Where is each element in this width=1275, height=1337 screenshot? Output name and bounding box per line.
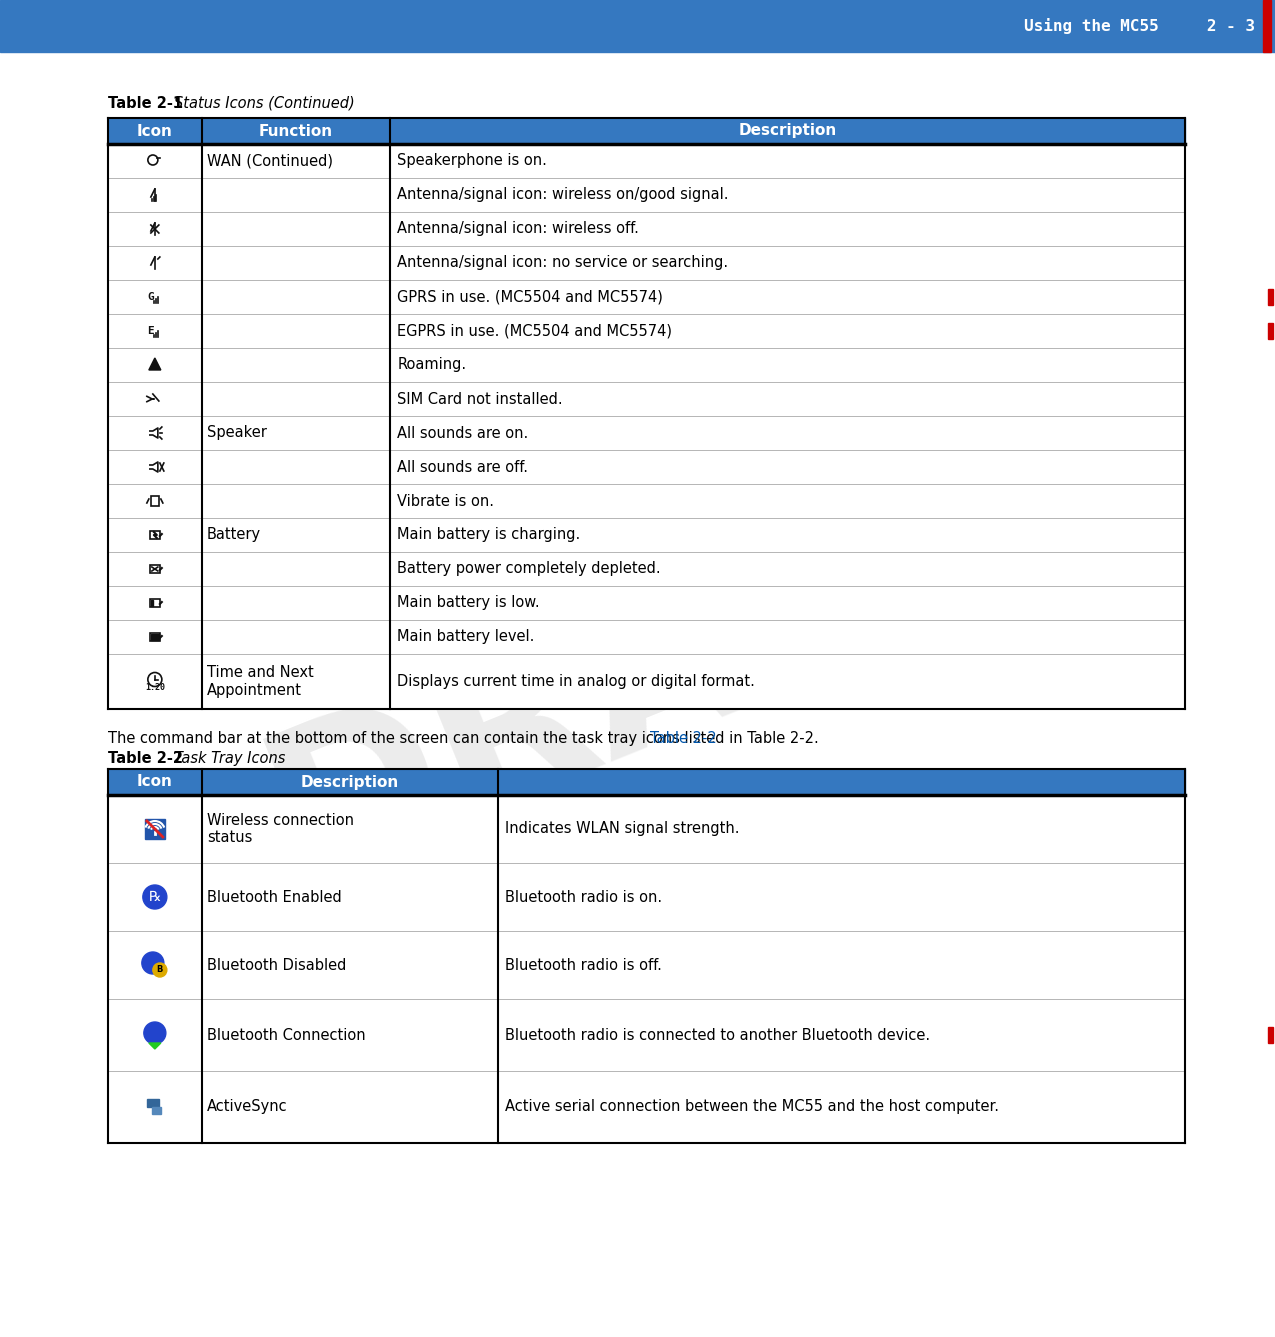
Bar <box>150 599 159 607</box>
Text: The command bar at the bottom of the screen can contain the task tray icons list: The command bar at the bottom of the scr… <box>108 731 819 746</box>
Text: EGPRS in use. (MC5504 and MC5574): EGPRS in use. (MC5504 and MC5574) <box>398 324 672 338</box>
Text: Main battery level.: Main battery level. <box>398 630 534 644</box>
Bar <box>147 1099 159 1107</box>
Text: Antenna/signal icon: wireless on/good signal.: Antenna/signal icon: wireless on/good si… <box>398 187 729 202</box>
Bar <box>108 796 1184 862</box>
Bar <box>108 314 1184 348</box>
Bar <box>108 279 1184 314</box>
Text: All sounds are off.: All sounds are off. <box>398 460 528 475</box>
Text: Bluetooth Disabled: Bluetooth Disabled <box>207 957 346 972</box>
Bar <box>0 0 1275 52</box>
Circle shape <box>143 885 167 909</box>
Bar <box>145 820 164 840</box>
Bar <box>150 632 159 640</box>
Text: Bluetooth Connection: Bluetooth Connection <box>207 1028 366 1043</box>
Bar <box>108 348 1184 382</box>
Bar <box>108 931 1184 999</box>
Text: Time and Next
Appointment: Time and Next Appointment <box>207 666 314 698</box>
Text: Vibrate is on.: Vibrate is on. <box>398 493 495 508</box>
Text: Antenna/signal icon: wireless off.: Antenna/signal icon: wireless off. <box>398 222 639 237</box>
Text: Active serial connection between the MC55 and the host computer.: Active serial connection between the MC5… <box>505 1099 998 1115</box>
Bar <box>108 484 1184 517</box>
Bar <box>1269 324 1272 340</box>
Bar <box>150 531 159 539</box>
Text: Table 2-1: Table 2-1 <box>108 96 184 111</box>
Text: Function: Function <box>259 123 333 139</box>
Bar <box>108 213 1184 246</box>
Bar <box>108 654 1184 709</box>
Text: Speakerphone is on.: Speakerphone is on. <box>398 154 547 168</box>
Text: Bluetooth radio is on.: Bluetooth radio is on. <box>505 889 662 905</box>
Polygon shape <box>149 358 161 370</box>
Text: Displays current time in analog or digital format.: Displays current time in analog or digit… <box>398 674 755 689</box>
Bar <box>108 382 1184 416</box>
Bar <box>108 246 1184 279</box>
Text: Bluetooth Enabled: Bluetooth Enabled <box>207 889 342 905</box>
Bar <box>108 118 1184 144</box>
Text: SIM Card not installed.: SIM Card not installed. <box>398 392 562 406</box>
Text: 1:20: 1:20 <box>145 683 164 693</box>
Polygon shape <box>149 1043 161 1050</box>
Circle shape <box>144 1021 166 1044</box>
Text: Roaming.: Roaming. <box>398 357 467 373</box>
Text: E: E <box>148 326 154 336</box>
Text: Table 2-2: Table 2-2 <box>650 731 717 746</box>
Bar <box>108 769 1184 796</box>
Bar <box>108 144 1184 178</box>
Circle shape <box>142 952 164 973</box>
Bar <box>150 600 153 606</box>
Text: Description: Description <box>738 123 836 139</box>
Bar <box>108 517 1184 552</box>
Text: Wireless connection
status: Wireless connection status <box>207 813 353 845</box>
Bar <box>108 552 1184 586</box>
Text: ActiveSync: ActiveSync <box>207 1099 287 1115</box>
Text: WAN (Continued): WAN (Continued) <box>207 154 333 168</box>
Text: Battery power completely depleted.: Battery power completely depleted. <box>398 562 660 576</box>
Bar <box>108 862 1184 931</box>
Bar <box>108 416 1184 451</box>
Bar <box>1264 0 1271 52</box>
Text: Task Tray Icons: Task Tray Icons <box>173 751 286 766</box>
Bar <box>150 634 159 640</box>
Text: Indicates WLAN signal strength.: Indicates WLAN signal strength. <box>505 821 740 837</box>
Text: B: B <box>157 965 163 975</box>
Bar <box>108 620 1184 654</box>
Text: Table 2-2: Table 2-2 <box>108 751 184 766</box>
Bar <box>152 1107 161 1114</box>
Text: Icon: Icon <box>136 123 173 139</box>
Bar <box>1269 289 1272 305</box>
Bar <box>150 496 159 505</box>
Text: Description: Description <box>301 774 399 790</box>
Text: DRAFT: DRAFT <box>241 440 1039 920</box>
Text: GPRS in use. (MC5504 and MC5574): GPRS in use. (MC5504 and MC5574) <box>398 290 663 305</box>
Text: All sounds are on.: All sounds are on. <box>398 425 528 440</box>
Bar <box>1269 1027 1272 1043</box>
Bar <box>108 178 1184 213</box>
Bar <box>108 586 1184 620</box>
Text: Battery: Battery <box>207 528 261 543</box>
Text: Bluetooth radio is connected to another Bluetooth device.: Bluetooth radio is connected to another … <box>505 1028 929 1043</box>
Bar <box>108 451 1184 484</box>
Circle shape <box>153 963 167 977</box>
Text: Speaker: Speaker <box>207 425 266 440</box>
Text: G: G <box>148 291 154 302</box>
Text: Main battery is charging.: Main battery is charging. <box>398 528 580 543</box>
Text: Antenna/signal icon: no service or searching.: Antenna/signal icon: no service or searc… <box>398 255 728 270</box>
Text: ℞: ℞ <box>149 890 161 904</box>
Bar <box>108 999 1184 1071</box>
Text: Main battery is low.: Main battery is low. <box>398 595 539 611</box>
Text: Bluetooth radio is off.: Bluetooth radio is off. <box>505 957 662 972</box>
Text: Using the MC55     2 - 3: Using the MC55 2 - 3 <box>1024 17 1255 33</box>
Text: Icon: Icon <box>136 774 173 790</box>
Bar <box>108 1071 1184 1143</box>
Bar <box>150 566 159 574</box>
Text: Status Icons (Continued): Status Icons (Continued) <box>173 96 354 111</box>
